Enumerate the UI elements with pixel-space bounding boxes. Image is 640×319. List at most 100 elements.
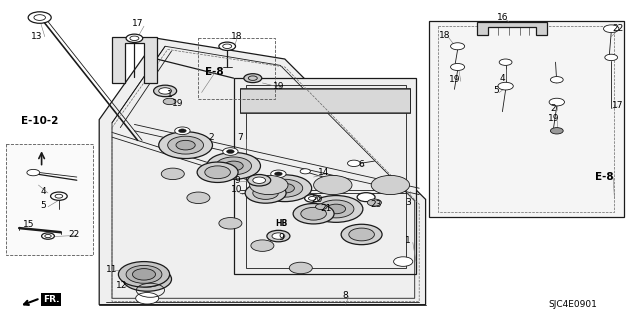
Circle shape [271, 170, 286, 178]
Circle shape [605, 54, 618, 61]
Circle shape [267, 179, 303, 197]
Text: 1: 1 [406, 236, 411, 245]
Circle shape [224, 161, 243, 171]
Circle shape [367, 199, 381, 206]
Circle shape [305, 195, 320, 202]
Circle shape [349, 228, 374, 241]
Circle shape [227, 150, 234, 153]
Text: 10: 10 [231, 185, 243, 194]
Text: 19: 19 [273, 82, 284, 91]
Circle shape [126, 34, 143, 42]
Text: 2: 2 [551, 104, 556, 113]
Circle shape [451, 63, 465, 70]
Text: FR.: FR. [43, 295, 60, 304]
Circle shape [253, 187, 278, 199]
Text: 22: 22 [612, 24, 623, 33]
Bar [240, 88, 410, 113]
Text: 8: 8 [343, 291, 348, 300]
Circle shape [132, 269, 156, 280]
Text: 4: 4 [41, 187, 46, 196]
Circle shape [205, 166, 230, 179]
Circle shape [300, 169, 310, 174]
Circle shape [275, 172, 282, 176]
Circle shape [394, 257, 413, 266]
Circle shape [131, 271, 163, 287]
Text: 19: 19 [172, 99, 184, 108]
Circle shape [223, 148, 238, 155]
Circle shape [451, 43, 465, 50]
Circle shape [316, 204, 327, 210]
Text: 11: 11 [106, 265, 118, 274]
Circle shape [51, 192, 67, 200]
Circle shape [275, 183, 294, 193]
Circle shape [550, 128, 563, 134]
Text: 18: 18 [231, 32, 243, 41]
Text: 4: 4 [500, 74, 505, 83]
Circle shape [251, 240, 274, 251]
Circle shape [138, 274, 157, 284]
Circle shape [27, 169, 40, 176]
Text: HB: HB [275, 219, 288, 228]
Bar [438, 26, 614, 212]
Polygon shape [234, 78, 416, 274]
Circle shape [219, 42, 236, 50]
Circle shape [216, 157, 252, 175]
Circle shape [498, 82, 513, 90]
Circle shape [357, 193, 375, 202]
Circle shape [175, 127, 190, 135]
Polygon shape [6, 144, 93, 255]
Text: 16: 16 [497, 13, 508, 22]
Text: 23: 23 [371, 200, 382, 209]
Circle shape [341, 224, 382, 245]
Text: 19: 19 [449, 75, 460, 84]
Circle shape [309, 196, 363, 222]
Circle shape [28, 12, 51, 23]
Circle shape [301, 207, 326, 220]
Circle shape [549, 98, 564, 106]
Text: 17: 17 [612, 101, 623, 110]
Circle shape [253, 177, 266, 183]
Text: 14: 14 [317, 168, 329, 177]
Bar [429, 21, 624, 217]
Circle shape [248, 174, 271, 186]
Polygon shape [99, 38, 426, 305]
Text: 19: 19 [548, 114, 559, 122]
Text: E-8: E-8 [595, 172, 614, 182]
Circle shape [118, 262, 170, 287]
Polygon shape [477, 22, 547, 35]
Text: 15: 15 [23, 220, 35, 229]
Circle shape [272, 233, 285, 239]
Circle shape [126, 265, 162, 283]
Text: 3: 3 [406, 198, 411, 207]
Circle shape [176, 140, 195, 150]
Text: 7: 7 [237, 133, 243, 142]
Circle shape [245, 183, 286, 203]
Circle shape [326, 204, 346, 214]
Text: 22: 22 [68, 230, 79, 239]
Text: 5: 5 [41, 201, 46, 210]
Circle shape [604, 25, 619, 33]
Text: 21: 21 [321, 204, 332, 213]
Circle shape [499, 59, 512, 65]
Circle shape [159, 88, 172, 94]
Text: 9: 9 [279, 233, 284, 242]
Circle shape [159, 132, 212, 159]
Circle shape [197, 162, 238, 182]
Text: 12: 12 [116, 281, 127, 290]
Text: 9: 9 [234, 176, 239, 185]
Text: E-10-2: E-10-2 [21, 116, 58, 126]
Circle shape [348, 160, 360, 167]
Bar [240, 89, 410, 112]
Text: 18: 18 [439, 31, 451, 40]
Circle shape [42, 233, 54, 239]
Circle shape [244, 74, 262, 83]
Circle shape [550, 77, 563, 83]
Text: 6: 6 [359, 160, 364, 169]
Text: 2: 2 [209, 133, 214, 142]
Circle shape [179, 129, 186, 133]
Circle shape [154, 85, 177, 97]
Circle shape [293, 204, 334, 224]
Circle shape [163, 98, 176, 105]
Text: E-8: E-8 [205, 67, 224, 77]
Circle shape [267, 230, 290, 242]
